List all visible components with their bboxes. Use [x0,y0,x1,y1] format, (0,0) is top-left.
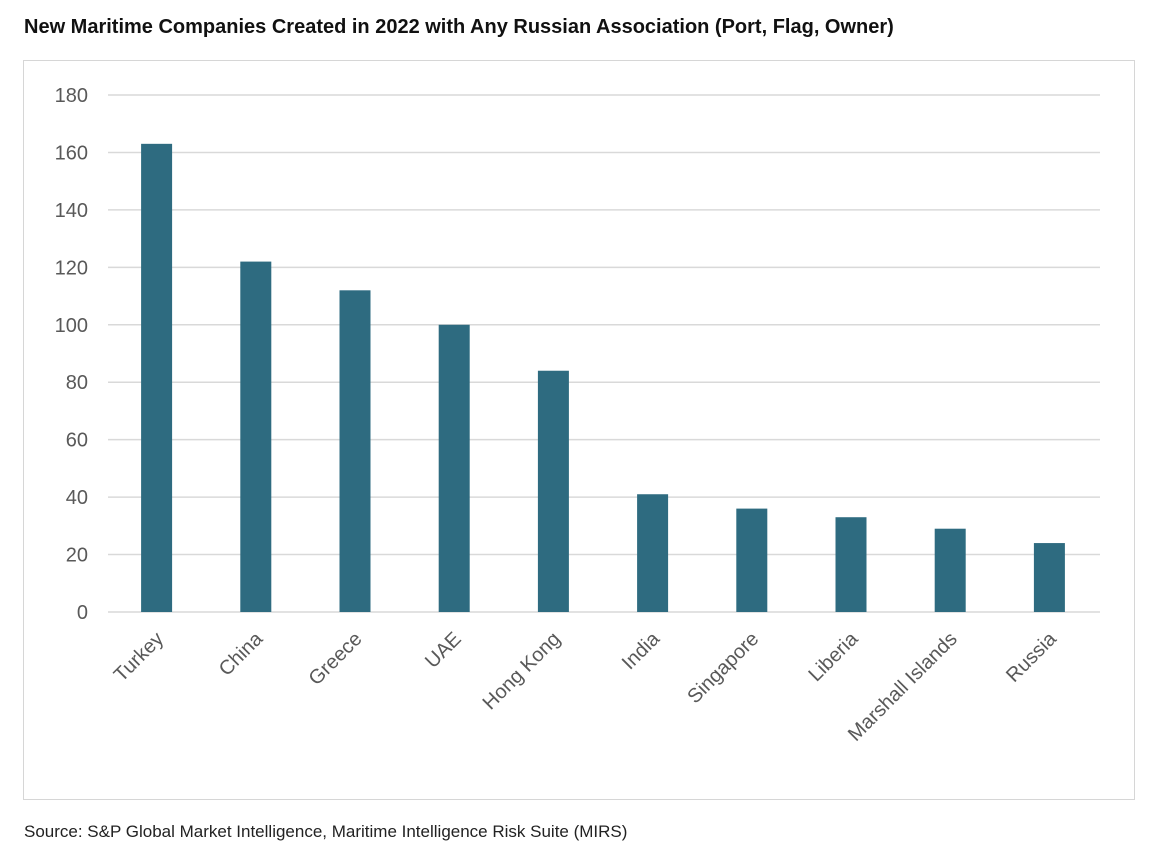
y-tick-label: 120 [55,257,88,279]
x-tick-label: Turkey [110,628,168,686]
y-tick-label: 160 [55,142,88,164]
x-tick-label: Marshall Islands [844,628,962,746]
x-tick-label: China [215,627,268,680]
bar-singapore [736,508,768,612]
y-tick-label: 140 [55,200,88,222]
chart-title: New Maritime Companies Created in 2022 w… [24,16,894,38]
y-tick-label: 180 [55,85,88,107]
bar-marshall-islands [934,528,966,612]
bar-china [240,261,272,612]
y-tick-label: 100 [55,315,88,337]
x-tick-label: UAE [421,628,466,673]
bar-uae [438,324,470,612]
bar-russia [1033,543,1065,612]
bar-turkey [141,143,173,613]
y-tick-label: 60 [66,430,88,452]
x-tick-label: India [618,627,665,674]
bar-liberia [835,517,867,612]
y-tick-label: 20 [66,545,88,567]
x-tick-label: Singapore [683,628,763,708]
source-note: Source: S&P Global Market Intelligence, … [24,822,628,841]
x-tick-label: Russia [1002,627,1061,686]
x-tick-label: Greece [305,628,367,690]
y-tick-label: 0 [77,602,88,624]
bar-india [637,494,669,612]
y-tick-label: 80 [66,372,88,394]
chart-frame [23,60,1135,800]
y-tick-label: 40 [66,487,88,509]
x-tick-label: Liberia [805,627,864,686]
bar-greece [339,290,371,612]
bar-hong-kong [537,370,569,612]
x-tick-label: Hong Kong [479,628,565,714]
